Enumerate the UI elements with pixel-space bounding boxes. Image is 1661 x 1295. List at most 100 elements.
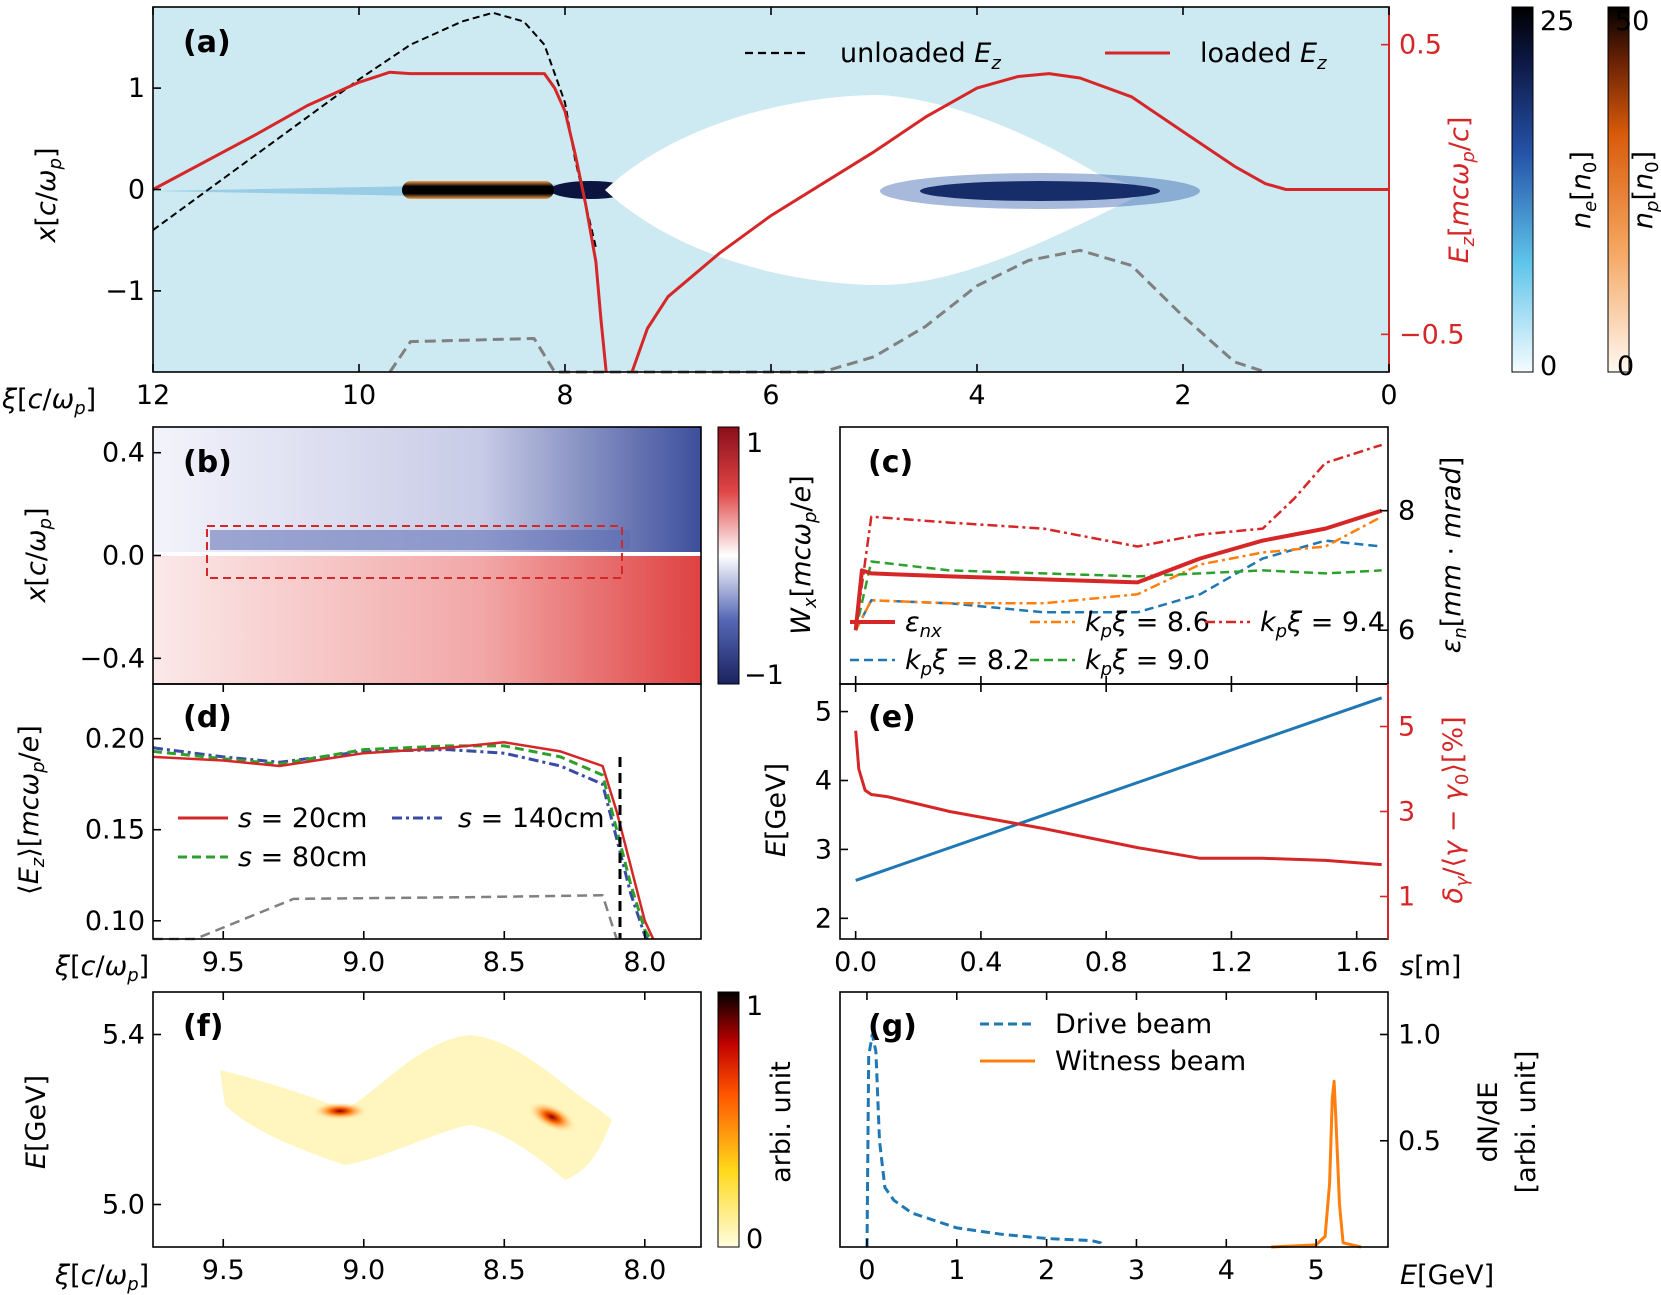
panel-a-beam-profile-line <box>388 248 1266 374</box>
legend-drive-label: Drive beam <box>1055 1009 1212 1040</box>
panel-c-enx-line <box>853 508 1383 631</box>
legend-witness-label: Witness beam <box>1055 1046 1246 1077</box>
panel-a-y-tick-label: −1 <box>105 276 145 307</box>
panel-c-ylabel: Wx[mcωp/e] <box>786 475 821 634</box>
panel-d-x-tick-label: 8.5 <box>483 947 526 978</box>
colorbar-b-max: 1 <box>746 428 763 459</box>
panel-e-x-tick-label: 1.6 <box>1335 947 1378 978</box>
panel-b-lower <box>153 554 701 684</box>
panel-f-x-tick-label: 8.5 <box>483 1255 526 1286</box>
panel-g-x-tick-label: 2 <box>1038 1255 1055 1286</box>
panel-e-xlabel: s[m] <box>1400 951 1461 982</box>
panel-e-y-tick-label: 4 <box>815 765 832 796</box>
panel-c-90-line <box>854 560 1382 631</box>
panel-a-y2-tick-label: 0.5 <box>1399 30 1442 61</box>
panel-g-ylabel-line2: [arbi. unit] <box>1511 1051 1542 1194</box>
panel-e-y2-tick-label: 5 <box>1398 712 1415 743</box>
panel-e-curves <box>854 696 1383 882</box>
panel-f-frame <box>152 991 702 1248</box>
panel-e: 0.0 0.4 0.8 1.2 1.6 5 4 3 2 5 3 1 (e) E[GeV] δγ/⟨γ … <box>761 683 1473 982</box>
panel-g-legend: Drive beam Witness beam <box>980 1009 1246 1077</box>
panel-e-y2label: δγ/⟨γ − γ0⟩[%] <box>1438 716 1473 903</box>
panel-a-x-tick-label: 6 <box>762 380 779 411</box>
panel-a-tag: (a) <box>183 25 231 60</box>
panel-a-y-tick-label: 1 <box>128 73 145 104</box>
panel-a-curves <box>152 11 1389 374</box>
panel-e-y2-tick-label: 1 <box>1398 882 1415 913</box>
panel-e-ticks: 0.0 0.4 0.8 1.2 1.6 5 4 3 2 5 3 1 <box>815 684 1415 978</box>
panel-e-spread-line <box>854 730 1382 867</box>
panel-a-x-tick-label: 0 <box>1380 380 1397 411</box>
panel-c-curves <box>853 443 1383 631</box>
panel-a-drive-density <box>920 181 1160 201</box>
panel-g-x-tick-label: 0 <box>858 1255 875 1286</box>
panel-a-loaded-ez-line <box>152 70 608 373</box>
panel-g-x-tick-label: 3 <box>1128 1255 1145 1286</box>
panel-g-witness-line <box>1271 1079 1362 1249</box>
legend-enx-label: εnx <box>905 607 942 642</box>
legend-s140-label: s = 140cm <box>458 803 605 834</box>
colorbar-np <box>1607 6 1630 373</box>
legend-82-label: kpξ = 8.2 <box>905 645 1030 680</box>
panel-e-x-tick-label: 0.4 <box>959 947 1002 978</box>
panel-a-y-tick-label: 0 <box>128 175 145 206</box>
panel-g-y2-tick-label: 0.5 <box>1398 1126 1441 1157</box>
legend-s20-label: s = 20cm <box>238 803 367 834</box>
colorbar-ne-label: ne[n0] <box>1566 151 1601 229</box>
legend-unloaded-label: unloaded Ez <box>840 38 1001 74</box>
panel-f-xlabel: ξ[c/ωp] <box>54 1260 149 1295</box>
panel-e-y2-tick-label: 3 <box>1398 797 1415 828</box>
panel-g-frame <box>839 991 1389 1248</box>
colorbar-np-max: 50 <box>1615 6 1649 37</box>
colorbar-f-label: arbi. unit <box>766 1061 797 1183</box>
panel-e-y-tick-label: 3 <box>815 834 832 865</box>
panel-g-y2-tick-label: 1.0 <box>1398 1020 1441 1051</box>
panel-a-x-tick-label: 12 <box>136 380 170 411</box>
panel-d-s80-line <box>152 744 652 940</box>
panel-b-ylabel: x[c/ωp] <box>21 507 56 603</box>
panel-g-x-tick-label: 5 <box>1308 1255 1325 1286</box>
panel-d-legend: s = 20cm s = 140cm s = 80cm <box>178 803 605 873</box>
panel-f-density <box>220 1035 612 1180</box>
panel-d-x-tick-label: 9.0 <box>342 947 385 978</box>
panel-b: 0.4 0.0 −0.4 (b) x[c/ωp] 1 −1 <box>21 426 784 691</box>
colorbar-ne <box>1511 6 1534 373</box>
panel-d-ylabel: ⟨Ez⟩[mcωp/e] <box>14 725 49 895</box>
panel-d-y-tick-label: 0.20 <box>85 724 145 755</box>
panel-f-x-tick-label: 9.5 <box>202 1255 245 1286</box>
panel-c-y2label: εn[mm · mrad] <box>1436 457 1471 654</box>
panel-f-tag: (f) <box>183 1009 223 1044</box>
panel-e-energy-line <box>855 696 1383 882</box>
panel-b-y-tick-label: −0.4 <box>79 643 145 674</box>
legend-s80-label: s = 80cm <box>238 842 367 873</box>
panel-a-legend: unloaded Ez loaded Ez <box>745 38 1327 74</box>
panel-g-xlabel: E[GeV] <box>1400 1260 1494 1291</box>
panel-d-ticks: 9.5 9.0 8.5 8.0 0.20 0.15 0.10 <box>85 684 666 978</box>
legend-94-label: kpξ = 9.4 <box>1260 607 1385 642</box>
colorbar-b-min: −1 <box>744 660 784 691</box>
panel-g-x-tick-label: 1 <box>948 1255 965 1286</box>
panel-f-ticks: 9.5 9.0 8.5 8.0 5.4 5.0 <box>102 992 666 1286</box>
panel-d-s20-line <box>152 741 655 940</box>
panel-d: 9.5 9.0 8.5 8.0 0.20 0.15 0.10 (d) ⟨Ez⟩[mcωp/e… <box>14 683 702 986</box>
panel-d-tag: (d) <box>183 700 232 735</box>
colorbar-ne-min: 0 <box>1540 351 1557 382</box>
panel-f-x-tick-label: 9.0 <box>342 1255 385 1286</box>
panel-c-94-line <box>854 443 1383 631</box>
panel-b-dark-band <box>210 530 630 550</box>
panel-a-x-tick-label: 10 <box>342 380 376 411</box>
colorbar-f-min: 0 <box>746 1224 763 1255</box>
panel-c-ticks: 86 <box>854 496 1415 684</box>
panel-a-y2label: Ez[mcωp/c] <box>1444 117 1479 264</box>
legend-loaded-label: loaded Ez <box>1200 38 1327 74</box>
panel-a-y2-tick-label: −0.5 <box>1399 319 1465 350</box>
panel-a-ticks: 12 10 8 6 4 2 010−10.5−0.5 <box>105 7 1465 411</box>
panel-c: 86 (c) Wx[mcωp/e] εn[mm · mrad] εnx kpξ … <box>786 426 1471 685</box>
panel-g-curves <box>865 1033 1362 1249</box>
panel-b-ticks: 0.4 0.0 −0.4 <box>79 438 161 674</box>
panel-f: 9.5 9.0 8.5 8.05.45.0 (f) E[GeV] ξ[c/ωp] 1 … <box>21 991 797 1295</box>
colorbar-f-max: 1 <box>746 991 763 1022</box>
panel-f-y-tick-label: 5.0 <box>102 1190 145 1221</box>
colorbar-f <box>717 991 740 1248</box>
panel-d-frame <box>152 683 702 940</box>
